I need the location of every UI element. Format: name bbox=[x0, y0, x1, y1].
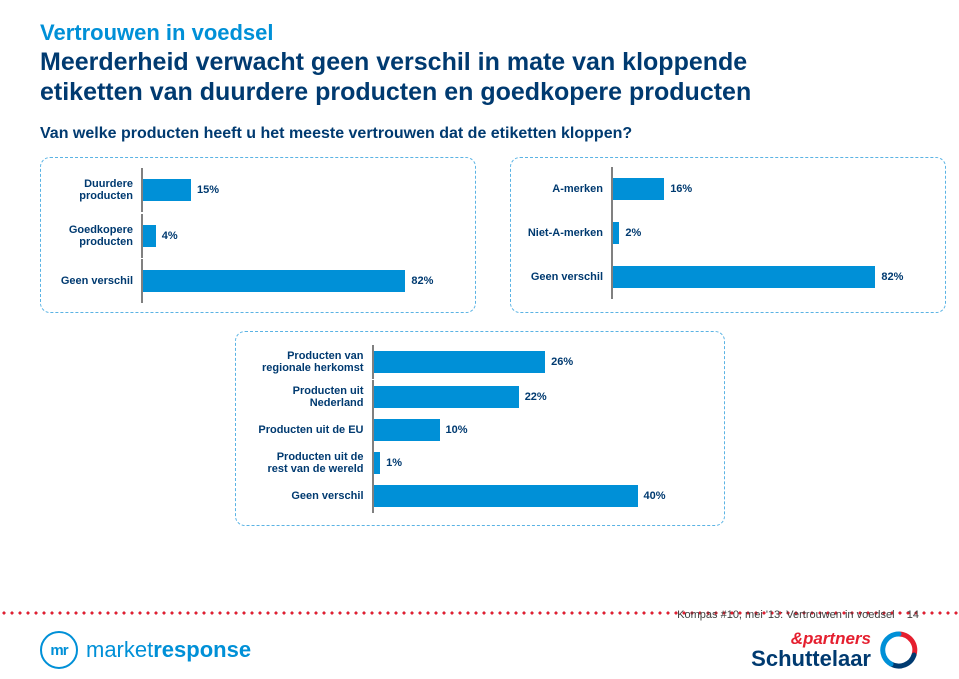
axis-tick bbox=[611, 244, 613, 255]
bar bbox=[613, 222, 619, 244]
bar-row: Producten vanregionale herkomst 26% bbox=[244, 350, 710, 374]
bar-track: 16% bbox=[611, 178, 933, 200]
bar bbox=[374, 485, 638, 507]
axis-tick bbox=[611, 200, 613, 211]
axis-tick bbox=[141, 247, 143, 258]
headline-line-1: Meerderheid verwacht geen verschil in ma… bbox=[40, 48, 747, 76]
value-label: 22% bbox=[525, 386, 547, 408]
bar-track: 10% bbox=[372, 419, 710, 441]
bar bbox=[613, 266, 875, 288]
page-footer: Kompas #10, mei '13: Vertrouwen in voeds… bbox=[677, 609, 919, 621]
axis-tick bbox=[611, 255, 613, 266]
question: Van welke producten heeft u het meeste v… bbox=[40, 125, 919, 143]
bar-row: Producten uit derest van de wereld 1% bbox=[244, 451, 710, 475]
value-label: 82% bbox=[411, 270, 433, 292]
bar-row: Niet-A-merken 2% bbox=[519, 222, 933, 244]
value-label: 26% bbox=[551, 351, 573, 373]
logo-right-text: &partners Schuttelaar bbox=[751, 630, 871, 670]
bar-row: Geen verschil 82% bbox=[49, 270, 463, 292]
category-label: Producten uitNederland bbox=[244, 385, 372, 409]
bar-row: Geen verschil 40% bbox=[244, 485, 710, 507]
bar bbox=[374, 386, 519, 408]
logo-marketresponse: mr marketresponse bbox=[40, 631, 251, 669]
bar-track: 2% bbox=[611, 222, 933, 244]
bar bbox=[374, 351, 546, 373]
axis-tick bbox=[141, 292, 143, 303]
category-label: Duurdereproducten bbox=[49, 178, 141, 202]
headline-line-2: etiketten van duurdere producten en goed… bbox=[40, 78, 751, 106]
axis-tick bbox=[611, 288, 613, 299]
logo-wordmark: marketresponse bbox=[86, 637, 251, 663]
headline: Meerderheid verwacht geen verschil in ma… bbox=[40, 48, 919, 107]
logo-ring-text: mr bbox=[50, 642, 67, 659]
logos-row: mr marketresponse &partners Schuttelaar bbox=[40, 625, 919, 675]
bar-row: Producten uit de EU 10% bbox=[244, 419, 710, 441]
bar bbox=[613, 178, 664, 200]
panel-brand: A-merken 16% Niet-A-merken 2% Geen verschil 8… bbox=[510, 157, 946, 313]
bar-track: 4% bbox=[141, 225, 463, 247]
bar-row: Duurdereproducten 15% bbox=[49, 178, 463, 202]
panel-origin: Producten vanregionale herkomst26%Produc… bbox=[235, 331, 725, 526]
logo-ring-icon: mr bbox=[40, 631, 78, 669]
axis-tick bbox=[372, 507, 374, 513]
axis-tick bbox=[372, 373, 374, 379]
category-label: Producten uit de EU bbox=[244, 424, 372, 436]
bar-track: 40% bbox=[372, 485, 710, 507]
panel-price: Duurdereproducten 15% Goedkopereproducten 4… bbox=[40, 157, 476, 313]
bar-row: A-merken 16% bbox=[519, 178, 933, 200]
category-label: Niet-A-merken bbox=[519, 227, 611, 239]
category-label: Goedkopereproducten bbox=[49, 224, 141, 248]
top-panels: Duurdereproducten 15% Goedkopereproducten 4… bbox=[40, 157, 919, 313]
value-label: 10% bbox=[446, 419, 468, 441]
logo-word-1: market bbox=[86, 637, 153, 662]
bar bbox=[374, 452, 381, 474]
footer-text: Kompas #10, mei '13: Vertrouwen in voeds… bbox=[677, 609, 894, 621]
bar bbox=[143, 225, 156, 247]
value-label: 4% bbox=[162, 225, 178, 247]
value-label: 40% bbox=[644, 485, 666, 507]
bar-row: Producten uitNederland 22% bbox=[244, 385, 710, 409]
category-label: Geen verschil bbox=[519, 271, 611, 283]
category-label: Producten uit derest van de wereld bbox=[244, 451, 372, 475]
logo-word-2: response bbox=[153, 637, 251, 662]
bar-track: 82% bbox=[141, 270, 463, 292]
footer-page: 14 bbox=[907, 609, 919, 621]
axis-tick bbox=[141, 201, 143, 212]
logo-right-name: Schuttelaar bbox=[751, 646, 871, 671]
bar bbox=[374, 419, 440, 441]
bar bbox=[143, 270, 405, 292]
value-label: 82% bbox=[881, 266, 903, 288]
category-label: Producten vanregionale herkomst bbox=[244, 350, 372, 374]
value-label: 16% bbox=[670, 178, 692, 200]
axis-tick bbox=[611, 211, 613, 222]
bar-row: Geen verschil 82% bbox=[519, 266, 933, 288]
category-label: Geen verschil bbox=[244, 490, 372, 502]
kicker: Vertrouwen in voedsel bbox=[40, 20, 919, 46]
slide: Vertrouwen in voedsel Meerderheid verwac… bbox=[0, 0, 959, 679]
axis-tick bbox=[141, 259, 143, 270]
bar bbox=[143, 179, 191, 201]
bar-row: Goedkopereproducten 4% bbox=[49, 224, 463, 248]
category-label: A-merken bbox=[519, 183, 611, 195]
axis-tick bbox=[141, 168, 143, 179]
bar-track: 1% bbox=[372, 452, 710, 474]
axis-tick bbox=[141, 214, 143, 225]
value-label: 15% bbox=[197, 179, 219, 201]
value-label: 2% bbox=[625, 222, 641, 244]
bar-track: 82% bbox=[611, 266, 933, 288]
bar-track: 15% bbox=[141, 179, 463, 201]
bar-track: 22% bbox=[372, 386, 710, 408]
axis-tick bbox=[611, 167, 613, 178]
logo-schuttelaar: &partners Schuttelaar bbox=[751, 630, 919, 670]
value-label: 1% bbox=[386, 452, 402, 474]
bar-track: 26% bbox=[372, 351, 710, 373]
swirl-icon bbox=[879, 630, 919, 670]
category-label: Geen verschil bbox=[49, 275, 141, 287]
